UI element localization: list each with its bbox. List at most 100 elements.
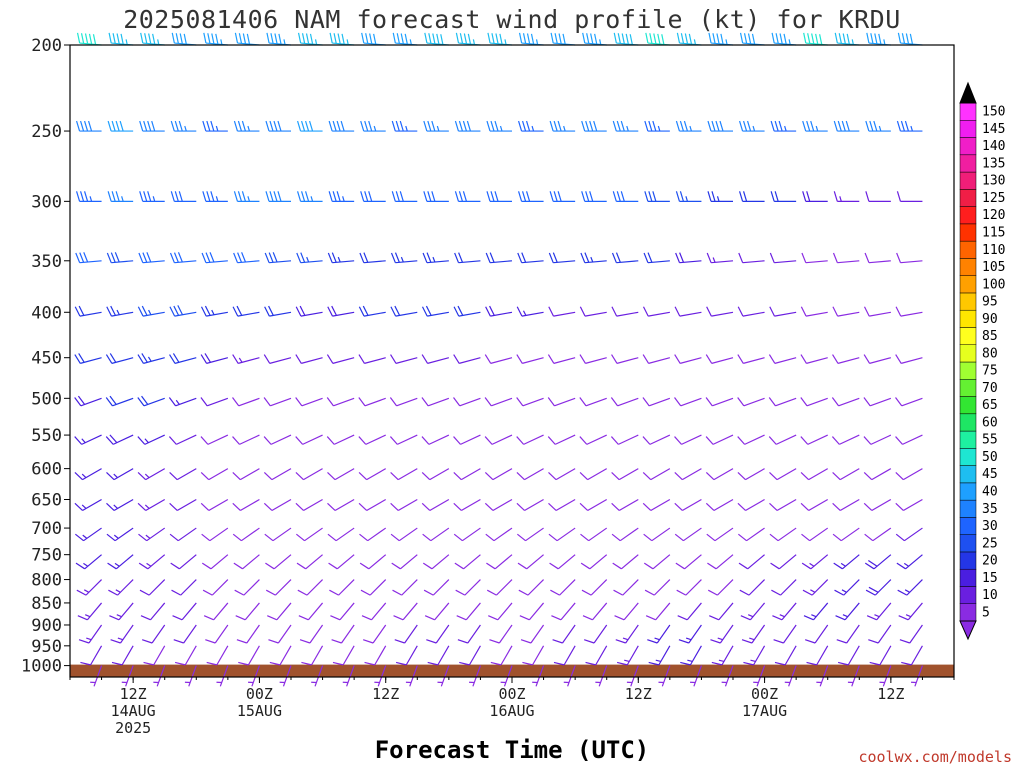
wind-barb — [800, 397, 828, 407]
wind-barb — [707, 554, 734, 570]
wind-barb — [296, 191, 323, 202]
wind-barb — [486, 191, 512, 202]
wind-barb — [359, 554, 387, 570]
wind-barb — [263, 354, 292, 364]
wind-barb — [517, 252, 544, 264]
wind-barb — [297, 32, 323, 46]
wind-barb — [269, 645, 292, 666]
colorbar-cell — [959, 551, 977, 570]
wind-barb — [206, 645, 229, 666]
wind-barb — [108, 32, 134, 46]
y-tick-label: 850 — [31, 594, 62, 614]
wind-barb — [801, 252, 828, 264]
wind-barb — [296, 554, 323, 570]
wind-barb — [866, 32, 891, 46]
wind-barb — [90, 665, 103, 687]
wind-barb — [106, 498, 134, 512]
wind-barb — [611, 354, 639, 364]
wind-barb — [895, 468, 923, 481]
wind-barb — [612, 120, 639, 132]
wind-barb — [738, 554, 765, 570]
wind-barb — [547, 354, 576, 364]
wind-barb — [705, 498, 734, 512]
wind-barb — [454, 554, 481, 570]
wind-barb — [831, 434, 860, 445]
wind-barb — [800, 498, 829, 512]
wind-barb — [706, 527, 734, 542]
wind-barb — [107, 191, 134, 202]
wind-barb — [834, 579, 860, 596]
wind-barb — [802, 579, 829, 596]
wind-barb — [801, 554, 829, 570]
wind-barb — [360, 191, 386, 202]
wind-barb — [611, 468, 639, 481]
colorbar-cell — [959, 171, 977, 190]
wind-barb — [711, 645, 734, 666]
wind-barb — [676, 579, 702, 596]
wind-barb — [358, 468, 387, 481]
wind-barb — [202, 579, 229, 596]
wind-barb — [265, 120, 291, 132]
wind-barb — [773, 624, 797, 644]
colorbar-cell — [959, 499, 977, 518]
wind-barb — [643, 554, 671, 570]
wind-barb — [518, 579, 544, 596]
wind-barb — [675, 554, 702, 570]
wind-barb — [769, 252, 797, 264]
colorbar-label: 15 — [982, 571, 998, 586]
wind-barb — [579, 354, 607, 364]
wind-barb — [391, 554, 418, 570]
wind-barb — [232, 468, 260, 481]
wind-barb — [326, 434, 355, 445]
colorbar-top-arrow — [959, 81, 977, 104]
wind-barb — [299, 624, 324, 644]
wind-barb — [437, 665, 450, 687]
wind-barb — [500, 665, 513, 687]
wind-barb — [421, 468, 450, 481]
wind-barb — [264, 305, 292, 317]
wind-barb — [516, 527, 544, 542]
wind-barb — [359, 527, 387, 542]
wind-barb — [74, 527, 102, 542]
wind-barb — [548, 252, 576, 264]
x-tick-label: 15AUG — [237, 702, 282, 720]
colorbar: 5 10 15 20 25 30 35 40 45 50 55 60 65 70 75 80 85 90 95 100… — [959, 81, 1005, 641]
wind-barb — [643, 527, 671, 542]
wind-barb — [141, 624, 166, 644]
wind-barb — [268, 624, 292, 644]
wind-barb — [674, 397, 702, 407]
wind-barb — [680, 645, 702, 666]
wind-barb — [582, 602, 608, 621]
wind-barb — [266, 32, 292, 46]
x-tick-label: 14AUG — [111, 702, 156, 720]
wind-barb — [390, 468, 418, 481]
wind-barb — [847, 665, 860, 687]
wind-barb — [517, 554, 544, 570]
wind-barb — [200, 397, 229, 407]
wind-barb — [739, 32, 765, 46]
wind-barb — [361, 32, 386, 46]
colorbar-label: 130 — [982, 174, 1005, 189]
wind-barb — [233, 252, 260, 264]
wind-barb — [768, 434, 797, 445]
wind-barb — [486, 579, 513, 596]
colorbar-label: 90 — [982, 312, 998, 327]
wind-barb — [738, 191, 765, 202]
colorbar-cell — [959, 154, 977, 173]
colorbar-cell — [959, 517, 977, 535]
wind-barb — [611, 252, 639, 264]
wind-barb — [768, 354, 797, 364]
wind-barb — [329, 32, 355, 46]
wind-barb — [532, 665, 545, 687]
wind-barb — [423, 579, 450, 596]
wind-barb — [201, 554, 229, 570]
colorbar-label: 140 — [982, 139, 1005, 154]
wind-barb — [75, 191, 102, 202]
wind-barb — [705, 354, 734, 364]
wind-barb — [170, 554, 197, 570]
wind-barb — [642, 354, 671, 364]
chart-title: 2025081406 NAM forecast wind profile (kt… — [123, 5, 901, 34]
wind-barb — [674, 434, 702, 445]
wind-barb — [202, 191, 228, 202]
wind-barb — [895, 434, 923, 445]
